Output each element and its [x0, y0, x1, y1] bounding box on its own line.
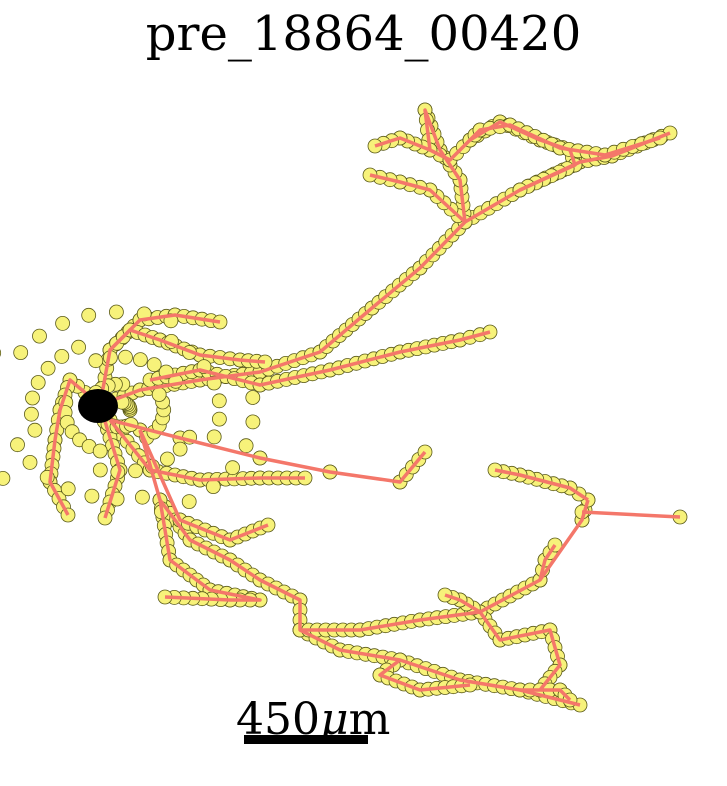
- soma: [78, 389, 118, 423]
- branch-segment: [468, 123, 661, 157]
- skeleton-node: [206, 429, 222, 445]
- branch-segment: [378, 658, 471, 692]
- branch-segment: [478, 610, 562, 692]
- skeleton-node: [60, 481, 76, 497]
- figure-title: pre_18864_00420: [145, 6, 582, 62]
- branch-segment: [149, 330, 491, 387]
- branch-segment: [138, 429, 581, 707]
- skeleton-node: [71, 339, 86, 355]
- skeleton-node: [181, 494, 197, 510]
- branch-segment: [520, 688, 572, 702]
- skeleton-node: [172, 441, 188, 457]
- skeleton-node: [205, 479, 221, 495]
- skeleton-node: [134, 489, 150, 505]
- skeleton-node: [55, 315, 70, 331]
- skeleton-node: [40, 360, 56, 376]
- skeleton-node: [225, 460, 241, 476]
- branch-segment: [374, 136, 431, 152]
- branch-segment: [369, 173, 467, 224]
- skeleton-node: [54, 348, 70, 364]
- skeleton-node: [25, 390, 40, 406]
- branch-segment: [108, 418, 305, 482]
- branch-segment: [99, 131, 671, 407]
- skeleton-node: [92, 443, 108, 459]
- skeleton-edges: [48, 108, 681, 707]
- branch-segment: [158, 499, 262, 602]
- skeleton-node: [32, 328, 47, 344]
- skeleton-node: [245, 390, 261, 405]
- branch-segment: [48, 378, 102, 516]
- branch-segment: [444, 593, 481, 614]
- branch-segment: [109, 418, 427, 484]
- skeleton-node: [245, 414, 261, 430]
- skeleton-node: [81, 307, 97, 323]
- skeleton-node: [10, 437, 25, 453]
- skeleton-node: [128, 463, 143, 479]
- scale-bar: [244, 735, 368, 744]
- skeleton-node: [13, 345, 29, 361]
- skeleton-node: [132, 352, 148, 368]
- skeleton-node: [211, 411, 227, 427]
- branch-segment: [138, 429, 269, 542]
- skeleton-node: [109, 304, 124, 320]
- branch-segment: [581, 510, 681, 519]
- branch-segment: [423, 108, 577, 223]
- branch-segment: [98, 404, 122, 519]
- skeleton-node: [27, 422, 43, 438]
- skeleton-node: [88, 353, 104, 369]
- scale-bar-label: 450μm: [236, 694, 390, 745]
- branch-segment: [108, 328, 266, 364]
- skeleton-node: [22, 454, 38, 470]
- skeleton-node: [159, 451, 175, 467]
- skeleton-node: [0, 349, 2, 357]
- skeleton-node: [151, 387, 167, 402]
- skeleton-node: [92, 462, 108, 478]
- skeleton-node: [23, 406, 39, 422]
- skeleton-node: [0, 471, 11, 486]
- skeleton-node: [118, 349, 133, 365]
- skeleton-node: [238, 438, 254, 454]
- branch-segment: [494, 468, 589, 502]
- branch-segment: [538, 544, 557, 581]
- skeleton-node: [84, 488, 100, 504]
- skeleton-node: [146, 357, 162, 373]
- branch-segment: [98, 313, 221, 406]
- skeleton-node: [30, 375, 46, 390]
- skeleton-node: [211, 393, 227, 409]
